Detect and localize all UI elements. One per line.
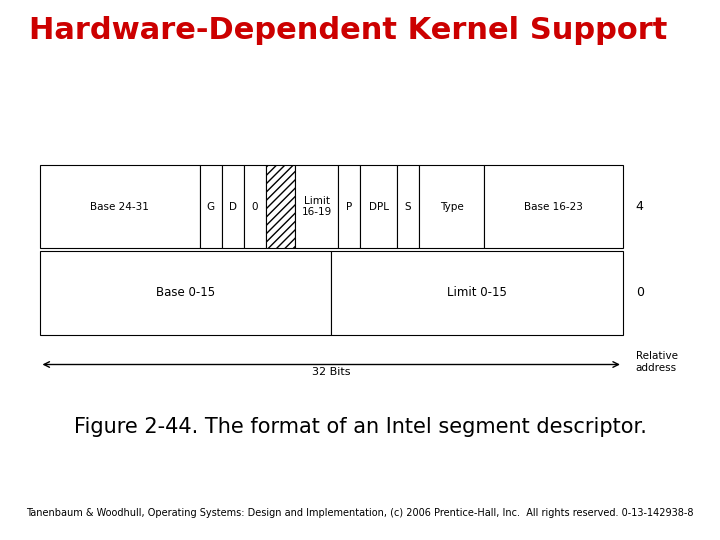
Text: P: P xyxy=(346,201,353,212)
Bar xyxy=(266,165,294,248)
Text: Hardware-Dependent Kernel Support: Hardware-Dependent Kernel Support xyxy=(29,16,667,45)
Text: 0: 0 xyxy=(636,286,644,300)
Text: S: S xyxy=(405,201,411,212)
Bar xyxy=(360,165,397,248)
Text: Base 24-31: Base 24-31 xyxy=(90,201,149,212)
Text: 4: 4 xyxy=(636,200,644,213)
Bar xyxy=(338,165,360,248)
Text: Type: Type xyxy=(440,201,464,212)
Text: G: G xyxy=(207,201,215,212)
Text: Figure 2-44. The format of an Intel segment descriptor.: Figure 2-44. The format of an Intel segm… xyxy=(73,416,647,437)
Bar xyxy=(419,165,485,248)
Text: Base 16-23: Base 16-23 xyxy=(524,201,583,212)
Bar xyxy=(40,165,200,248)
Text: D: D xyxy=(229,201,237,212)
Bar xyxy=(222,165,243,248)
Bar xyxy=(266,165,294,248)
Text: DPL: DPL xyxy=(369,201,389,212)
Bar xyxy=(40,251,331,335)
Text: 0: 0 xyxy=(251,201,258,212)
Bar xyxy=(485,165,623,248)
Text: Limit
16-19: Limit 16-19 xyxy=(302,195,332,217)
Bar xyxy=(331,251,623,335)
Text: Relative
address: Relative address xyxy=(636,351,678,373)
Bar xyxy=(294,165,338,248)
Bar xyxy=(200,165,222,248)
Text: 32 Bits: 32 Bits xyxy=(312,367,351,377)
Text: Limit 0-15: Limit 0-15 xyxy=(447,286,507,300)
Bar xyxy=(397,165,419,248)
Text: Tanenbaum & Woodhull, Operating Systems: Design and Implementation, (c) 2006 Pre: Tanenbaum & Woodhull, Operating Systems:… xyxy=(26,508,694,518)
Bar xyxy=(243,165,266,248)
Text: Base 0-15: Base 0-15 xyxy=(156,286,215,300)
